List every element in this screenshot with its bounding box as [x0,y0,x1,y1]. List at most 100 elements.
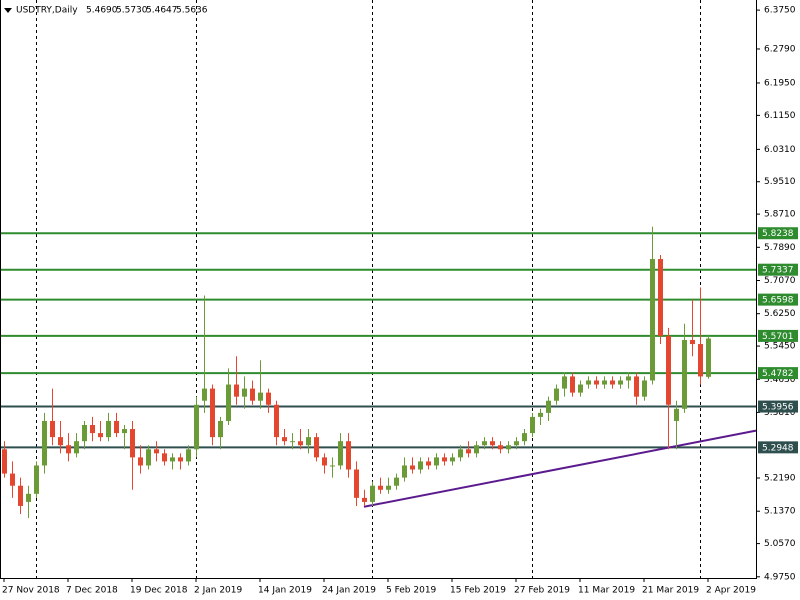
candle-body [330,465,335,467]
candle-body [362,497,367,502]
candle-body [2,449,7,474]
candle-body [706,338,711,377]
y-tick-label: 5.7070 [764,276,796,286]
candle-body [658,259,663,336]
x-tick-label: 27 Feb 2019 [514,586,570,596]
candle-body [146,449,151,466]
candle-body [290,441,295,443]
candle-body [474,445,479,454]
level-label: 5.5701 [762,332,794,342]
candle-body [466,449,471,454]
candle-body [226,384,231,421]
candle-body [434,457,439,466]
level-label-box [758,441,798,454]
candle-body [594,380,599,385]
level-label: 5.2948 [762,443,794,453]
candle-body [418,461,423,470]
x-tick-label: 7 Dec 2018 [66,586,118,596]
trendline [363,429,757,508]
candle-body [26,493,31,502]
candle-body [490,441,495,446]
y-tick-label: 5.4630 [764,375,796,385]
x-tick-label: 19 Dec 2018 [130,586,188,596]
candle-body [18,485,23,506]
candle-body [250,388,255,401]
candle-body [682,340,687,409]
candle-body [554,388,559,401]
candle-body [154,449,159,454]
plot-area [0,226,757,519]
header-icon [4,8,12,13]
candle-body [458,449,463,458]
candle-body [98,433,103,438]
y-tick-label: 5.0570 [764,539,796,549]
y-tick-label: 5.8710 [764,210,796,220]
y-tick-label: 6.1150 [764,111,796,121]
candle-body [666,335,671,405]
candle-body [66,445,71,454]
candle-body [218,420,223,438]
level-label: 5.3956 [762,403,794,413]
candle-body [298,441,303,446]
level-label: 5.8238 [762,229,794,239]
close-label: 5.5636 [176,6,208,16]
candle-body [514,441,519,446]
y-tick-label: 5.3810 [764,408,796,418]
x-tick-label: 11 Mar 2019 [578,586,635,596]
low-label: 5.4647 [146,6,178,16]
candle-body [306,437,311,446]
candle-body [274,404,279,438]
y-tick-label: 6.0310 [764,145,796,155]
open-label: 5.4690 [86,6,118,16]
level-label: 5.4782 [762,369,794,379]
candle-body [42,420,47,466]
level-label: 5.6598 [762,296,794,306]
candle-body [130,429,135,458]
candle-body [162,453,167,462]
level-label-box [758,400,798,413]
level-label-box [758,329,798,342]
candle-body [282,437,287,442]
level-label-box [758,293,798,306]
candle-body [354,469,359,498]
candle-body [562,376,567,389]
y-tick-label: 4.9750 [764,572,796,582]
candle-body [498,445,503,450]
level-label: 5.7337 [762,266,794,276]
candle-body [202,388,207,401]
y-tick-label: 6.2790 [764,44,796,54]
level-label-box [758,227,798,240]
candle-body [370,485,375,502]
candle-body [346,441,351,470]
candle-body [74,441,79,454]
level-label-box [758,367,798,380]
candle-body [650,259,655,381]
candle-body [338,441,343,466]
symbol: USDTRY,Daily [16,6,78,16]
candle-body [530,416,535,434]
y-tick-label: 5.2190 [764,474,796,484]
candle-body [618,380,623,385]
x-tick-label: 15 Feb 2019 [450,586,506,596]
candle-body [50,420,55,438]
candle-body [122,429,127,434]
candle-body [402,465,407,478]
candle-body [586,380,591,385]
candle-body [82,425,87,442]
candle-body [314,437,319,458]
candle-body [442,457,447,462]
candle-body [426,461,431,466]
level-label-box [758,263,798,276]
y-tick-label: 5.1370 [764,507,796,517]
candle-body [234,384,239,397]
candle-body [386,485,391,490]
candle-body [378,485,383,490]
x-tick-label: 24 Jan 2019 [322,586,376,596]
y-tick-label: 5.6250 [764,309,796,319]
candle-body [266,392,271,405]
y-tick-label: 5.7890 [764,243,796,253]
y-tick-label: 5.9510 [764,177,796,187]
y-tick-label: 6.1950 [764,78,796,88]
candle-body [698,344,703,377]
